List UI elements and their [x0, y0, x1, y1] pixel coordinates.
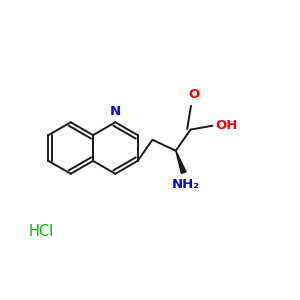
Text: HCl: HCl [28, 224, 54, 239]
Text: OH: OH [215, 119, 238, 132]
Text: NH₂: NH₂ [172, 178, 200, 190]
Text: N: N [110, 105, 121, 118]
Polygon shape [176, 151, 186, 173]
Text: O: O [189, 88, 200, 101]
